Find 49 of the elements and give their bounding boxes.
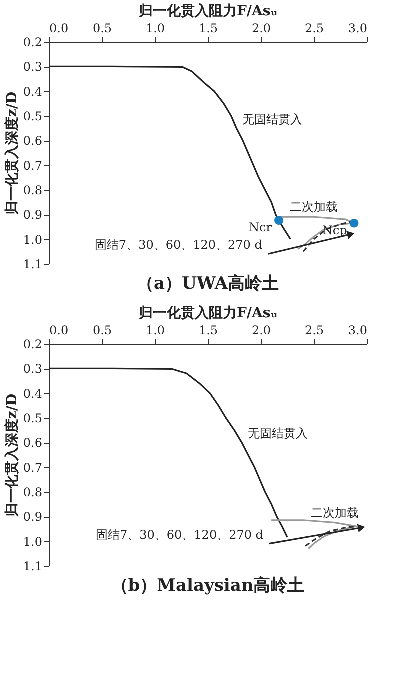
x-tick-label: 2.5	[304, 22, 324, 36]
x-tick-label: 2.0	[252, 324, 272, 338]
x-tick-label: 1.0	[146, 324, 166, 338]
annotation: 二次加载	[290, 200, 338, 214]
text: （a）UWA高岭土	[136, 274, 280, 294]
x-tick-label: 2.5	[304, 324, 324, 338]
annotation: 固结7、30、60、120、270 d	[96, 528, 264, 542]
y-tick-label: 0.5	[23, 110, 42, 124]
annotation: 无固结贯入	[248, 426, 308, 441]
y-axis-title: 归一化贯入深度z/D	[3, 394, 20, 518]
y-tick-label: 1.0	[23, 232, 42, 247]
y-tick-label: 0.3	[23, 362, 42, 376]
y-tick-label: 0.8	[23, 486, 42, 500]
x-tick-label: 2.0	[252, 22, 272, 36]
x-tick-label: 3.0	[348, 324, 368, 338]
x-tick-label: 0.0	[50, 22, 69, 36]
annotation: 二次加载	[311, 506, 360, 520]
y-tick-label: 0.9	[23, 510, 42, 524]
y-axis-title: 归一化贯入深度z/D	[3, 92, 20, 216]
y-tick-label: 0.2	[23, 338, 42, 352]
y-tick-label: 0.7	[23, 460, 42, 475]
y-tick-label: 0.6	[23, 436, 42, 450]
y-tick-label: 0.5	[23, 412, 42, 426]
text: （b）Malaysian高岭土	[111, 576, 305, 596]
annotation: Ncp	[322, 223, 348, 238]
x-tick-label: 3.0	[348, 22, 368, 36]
y-tick-label: 1.0	[23, 534, 42, 549]
y-tick-label: 0.6	[23, 134, 42, 148]
y-tick-label: 0.4	[23, 84, 43, 99]
y-tick-label: 0.7	[23, 158, 42, 173]
annotation: 无固结贯入	[242, 112, 303, 126]
x-tick-label: 0.5	[92, 22, 112, 36]
y-tick-label: 0.4	[23, 386, 43, 401]
y-tick-label: 1.1	[23, 258, 42, 272]
y-tick-label: 1.1	[23, 560, 42, 574]
x-tick-label: 0.0	[50, 324, 69, 338]
x-tick-label: 0.5	[92, 324, 112, 338]
annotation: Ncr	[249, 220, 272, 235]
x-tick-label: 1.0	[146, 22, 166, 36]
y-tick-label: 0.9	[23, 208, 42, 222]
x-tick-label: 1.5	[198, 22, 218, 36]
x-axis-title: 归一化贯入阻力F/Asᵤ	[138, 306, 278, 322]
line-series	[48, 66, 292, 240]
x-tick-label: 1.5	[198, 324, 218, 338]
annotation: 固结7、30、60、120、270 d	[94, 238, 263, 252]
y-tick-label: 0.8	[23, 184, 42, 198]
x-axis-title: 归一化贯入阻力F/Asᵤ	[138, 4, 278, 20]
y-tick-label: 0.2	[23, 36, 42, 50]
y-tick-label: 0.3	[23, 60, 42, 74]
